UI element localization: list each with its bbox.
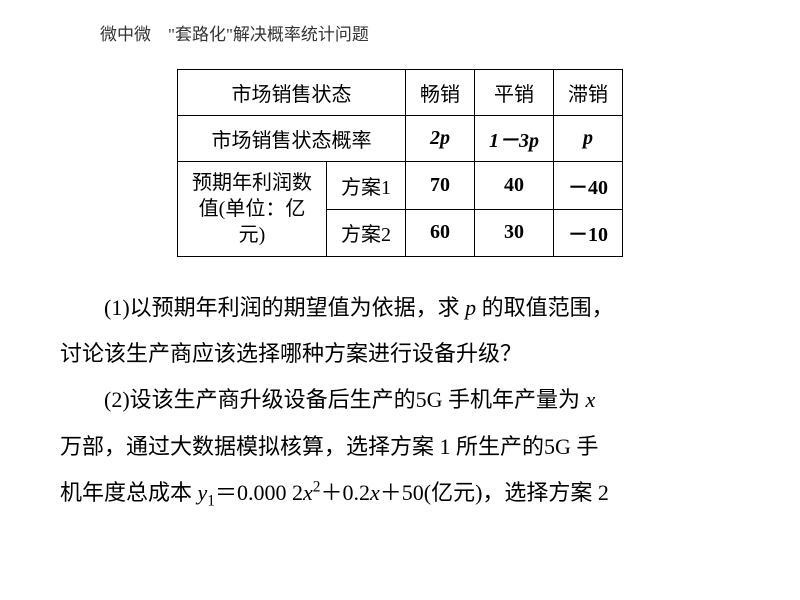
paragraph-q1: (1)以预期年利润的期望值为依据，求 p 的取值范围， (60, 285, 740, 331)
paragraph-q2c: 机年度总成本 y1＝0.000 2x2＋0.2x＋50(亿元)，选择方案 2 (60, 470, 740, 518)
cell-p1-slow: －40 (554, 162, 623, 210)
cell-p1-flat: 40 (475, 162, 554, 210)
cell-p2-slow: －10 (554, 209, 623, 257)
cell-prob-flat: 1－3p (475, 116, 554, 162)
cell-p1-hot: 70 (406, 162, 475, 210)
paragraph-q2b: 万部，通过大数据模拟核算，选择方案 1 所生产的5G 手 (60, 424, 740, 470)
cell-prob-slow: p (554, 116, 623, 162)
table-row: 预期年利润数 值(单位：亿 元) 方案1 70 40 －40 (178, 162, 623, 210)
cell-p2-hot: 60 (406, 209, 475, 257)
profit-table: 市场销售状态 畅销 平销 滞销 市场销售状态概率 2p 1－3p p 预期年利润… (177, 69, 623, 257)
paragraph-q1b: 讨论该生产商应该选择哪种方案进行设备升级？ (60, 331, 740, 377)
cell-hot: 畅销 (406, 70, 475, 116)
cell-flat: 平销 (475, 70, 554, 116)
cell-profit-label: 预期年利润数 值(单位：亿 元) (178, 162, 327, 257)
cell-slow: 滞销 (554, 70, 623, 116)
cell-prob-hot: 2p (406, 116, 475, 162)
table-container: 市场销售状态 畅销 平销 滞销 市场销售状态概率 2p 1－3p p 预期年利润… (60, 69, 740, 257)
paragraph-q2a: (2)设该生产商升级设备后生产的5G 手机年产量为 x (60, 377, 740, 423)
table-row: 市场销售状态 畅销 平销 滞销 (178, 70, 623, 116)
cell-plan1: 方案1 (327, 162, 406, 210)
cell-p2-flat: 30 (475, 209, 554, 257)
cell-prob-label: 市场销售状态概率 (178, 116, 406, 162)
page-header: 微中微 "套路化"解决概率统计问题 (60, 20, 740, 45)
cell-plan2: 方案2 (327, 209, 406, 257)
cell-market-status: 市场销售状态 (178, 70, 406, 116)
table-row: 市场销售状态概率 2p 1－3p p (178, 116, 623, 162)
